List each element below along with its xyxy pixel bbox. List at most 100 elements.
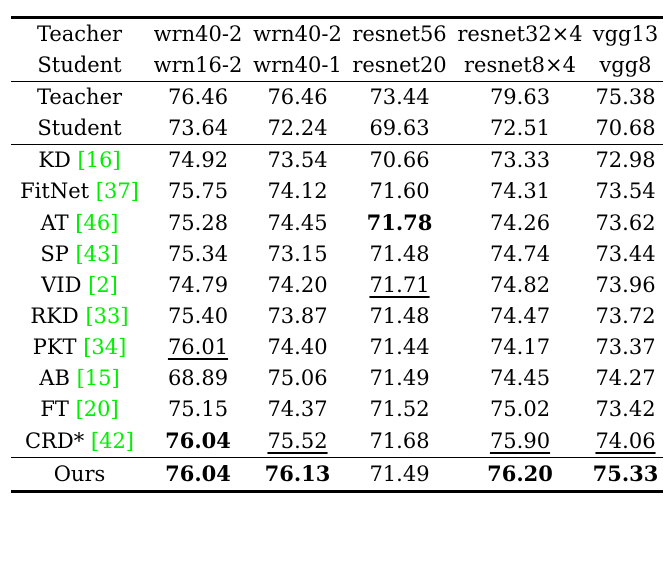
value-cell: 72.51	[452, 113, 588, 144]
top-rule	[11, 16, 663, 19]
value-cell: 73.33	[452, 145, 588, 176]
method-row: KD [16] 74.92 73.54 70.66 73.33 72.98	[11, 145, 663, 176]
method-label: RKD [33]	[11, 301, 148, 332]
method-name: AT	[40, 210, 69, 235]
value-cell-text: 74.92	[167, 148, 229, 172]
value-cell-text: 76.46	[167, 85, 229, 109]
value-cell: 73.54	[248, 145, 347, 176]
value-cell: 74.06	[588, 425, 663, 457]
citation-link[interactable]: [20]	[75, 397, 119, 421]
value-cell-text: 75.34	[167, 242, 229, 266]
value-cell-text: 71.78	[366, 210, 433, 235]
header-row-label-text: Teacher	[36, 22, 123, 46]
value-cell: 74.40	[248, 332, 347, 363]
value-cell-text: 71.49	[369, 461, 430, 486]
value-cell-text: 68.89	[167, 366, 229, 390]
citation-link[interactable]: [34]	[83, 335, 127, 359]
value-cell-text: 72.51	[489, 116, 551, 140]
value-cell-text: 74.12	[267, 179, 328, 203]
value-cell: 72.98	[588, 145, 663, 176]
method-name: FitNet	[20, 179, 90, 203]
baseline-row-label: Teacher	[11, 82, 148, 113]
header-cell-text: resnet20	[352, 53, 447, 77]
method-row: AB [15] 68.89 75.06 71.49 74.45 74.27	[11, 363, 663, 394]
value-cell-text: 74.45	[267, 210, 328, 235]
baseline-row: Student 73.64 72.24 69.63 72.51 70.68	[11, 113, 663, 144]
method-row: CRD* [42] 76.04 75.52 71.68 75.90 74.06	[11, 425, 663, 457]
citation-link[interactable]: [42]	[90, 428, 134, 453]
value-cell: 74.45	[452, 363, 588, 394]
value-cell-text: 74.27	[595, 366, 656, 390]
method-row: RKD [33] 75.40 73.87 71.48 74.47 73.72	[11, 301, 663, 332]
value-cell: 75.90	[452, 425, 588, 457]
value-cell-text: 75.28	[167, 210, 229, 235]
value-cell-text: 73.54	[595, 179, 656, 203]
method-row: FitNet [37] 75.75 74.12 71.60 74.31 73.54	[11, 176, 663, 207]
value-cell-text: 73.37	[595, 335, 656, 359]
value-cell-text: 71.49	[369, 366, 430, 390]
value-cell-text: 73.54	[267, 148, 328, 172]
value-cell: 74.79	[148, 270, 248, 301]
value-cell-text: 75.02	[489, 397, 551, 421]
value-cell: 75.28	[148, 207, 248, 239]
value-cell-text: 73.15	[267, 242, 328, 266]
value-cell: 73.42	[588, 394, 663, 425]
value-cell: 75.52	[248, 425, 347, 457]
results-table-container: Teacher wrn40-2 wrn40-2 resnet56 resnet32×4 v…	[11, 16, 663, 493]
value-cell-text: 76.13	[264, 461, 331, 486]
citation-link[interactable]: [43]	[75, 242, 119, 266]
citation-link[interactable]: [15]	[76, 366, 120, 390]
value-cell: 74.82	[452, 270, 588, 301]
ours-table: Ours 76.04 76.13 71.49 76.20 75.33	[11, 458, 663, 490]
method-label: FT [20]	[11, 394, 148, 425]
citation-link[interactable]: [2]	[88, 273, 118, 297]
value-cell-text: 75.38	[595, 85, 656, 109]
header-row: Student wrn16-2 wrn40-1 resnet20 resnet8×4 vg…	[11, 50, 663, 81]
header-cell: wrn40-2	[248, 19, 347, 50]
method-label: FitNet [37]	[11, 176, 148, 207]
value-cell: 76.46	[248, 82, 347, 113]
value-cell: 71.48	[347, 301, 452, 332]
header-row: Teacher wrn40-2 wrn40-2 resnet56 resnet32×4 v…	[11, 19, 663, 50]
value-cell: 76.04	[148, 458, 248, 490]
ours-label: Ours	[11, 458, 148, 490]
value-cell: 73.87	[248, 301, 347, 332]
value-cell: 76.01	[148, 332, 248, 363]
value-cell: 74.26	[452, 207, 588, 239]
method-label: VID [2]	[11, 270, 148, 301]
citation-link[interactable]: [33]	[85, 304, 129, 328]
citation-link[interactable]: [16]	[77, 148, 121, 172]
baseline-row: Teacher 76.46 76.46 73.44 79.63 75.38	[11, 82, 663, 113]
value-cell-text: 72.24	[267, 116, 328, 140]
value-cell-text: 74.06	[595, 428, 656, 453]
header-cell: vgg13	[588, 19, 663, 50]
header-cell-text: wrn40-1	[253, 53, 342, 77]
value-cell-text: 73.62	[595, 210, 656, 235]
value-cell-text: 73.72	[595, 304, 656, 328]
value-cell-text: 75.52	[267, 428, 328, 453]
value-cell: 71.68	[347, 425, 452, 457]
baseline-row-label-text: Student	[37, 116, 122, 140]
method-label: CRD* [42]	[11, 425, 148, 457]
value-cell: 68.89	[148, 363, 248, 394]
value-cell-text: 74.45	[489, 366, 551, 390]
value-cell-text: 75.06	[267, 366, 328, 390]
citation-link[interactable]: [46]	[75, 210, 119, 235]
baseline-row-label: Student	[11, 113, 148, 144]
value-cell: 73.96	[588, 270, 663, 301]
header-row-label-text: Student	[37, 53, 122, 77]
value-cell-text: 74.31	[489, 179, 551, 203]
value-cell-text: 75.75	[167, 179, 229, 203]
value-cell-text: 74.37	[267, 397, 328, 421]
header-cell: resnet20	[347, 50, 452, 81]
header-cell-text: wrn40-2	[153, 22, 243, 46]
ours-rows: Ours 76.04 76.13 71.49 76.20 75.33	[11, 458, 663, 490]
baseline-row-label-text: Teacher	[36, 85, 123, 109]
citation-link[interactable]: [37]	[95, 179, 139, 203]
value-cell-text: 75.90	[489, 428, 551, 453]
header-cell: wrn40-1	[248, 50, 347, 81]
header-cell: wrn16-2	[148, 50, 248, 81]
value-cell: 71.78	[347, 207, 452, 239]
value-cell: 70.68	[588, 113, 663, 144]
header-cell-text: resnet56	[352, 22, 447, 46]
